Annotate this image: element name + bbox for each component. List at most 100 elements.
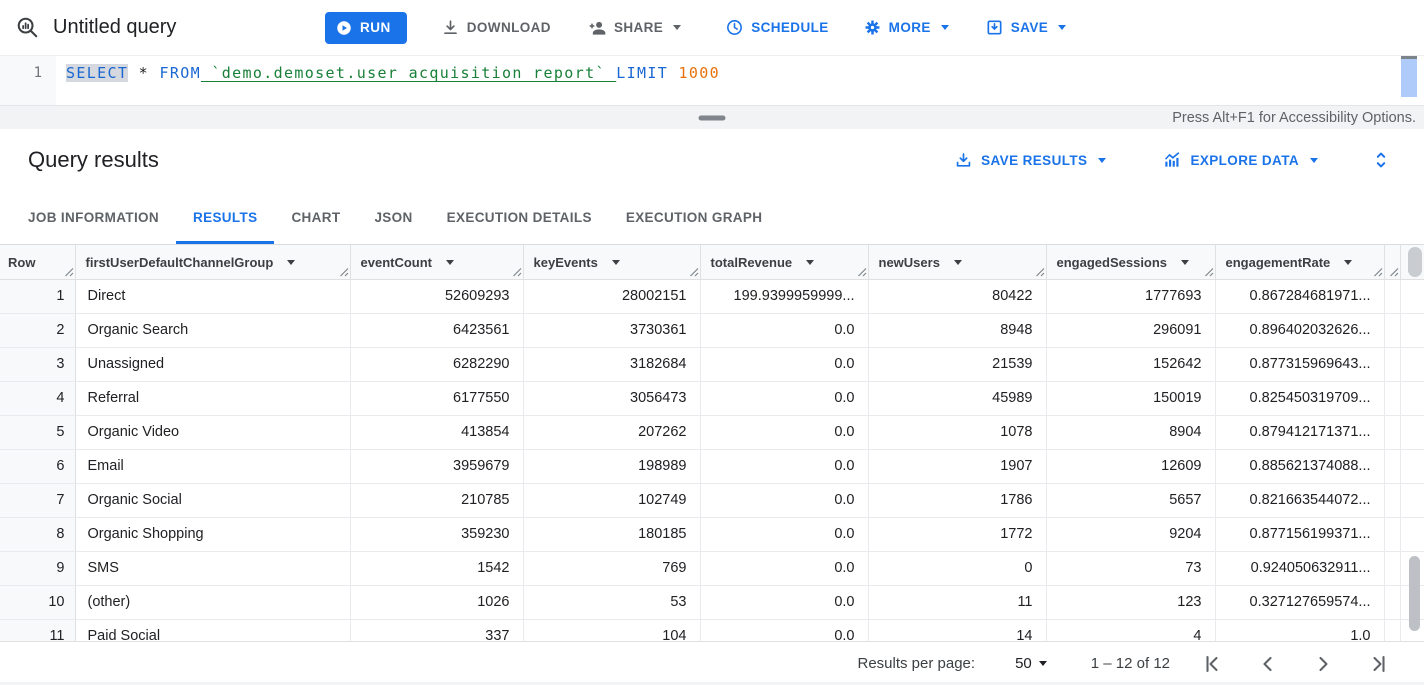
table-cell: 0.0 xyxy=(700,619,869,641)
table-cell-stub xyxy=(1384,551,1401,586)
table-cell: 1078 xyxy=(868,415,1047,450)
table-cell: Organic Search xyxy=(75,313,351,348)
table-cell: 1786 xyxy=(868,483,1047,518)
table-cell-stub xyxy=(1384,619,1401,641)
column-header-newUsers[interactable]: newUsers xyxy=(868,245,1047,280)
column-label: firstUserDefaultChannelGroup xyxy=(85,254,274,270)
table-cell: 199.9399959999... xyxy=(700,279,869,314)
schedule-button-label: SCHEDULE xyxy=(751,20,829,35)
table-cell-stub xyxy=(1384,483,1401,518)
more-button[interactable]: MORE xyxy=(863,10,949,46)
panel-resize-handle[interactable] xyxy=(698,115,726,120)
editor-scrollbar-thumb[interactable] xyxy=(1401,59,1417,97)
column-resize-handle-icon[interactable] xyxy=(857,267,867,277)
previous-page-button[interactable] xyxy=(1256,652,1280,676)
table-cell: Paid Social xyxy=(75,619,351,641)
table-cell: 0.0 xyxy=(700,483,869,518)
share-button[interactable]: SHARE xyxy=(587,10,682,46)
tab-execution-graph[interactable]: EXECUTION GRAPH xyxy=(625,210,763,225)
schedule-button[interactable]: SCHEDULE xyxy=(725,10,828,46)
explore-data-button[interactable]: EXPLORE DATA xyxy=(1162,150,1318,170)
table-cell: 0.821663544072... xyxy=(1215,483,1385,518)
column-menu-caret-icon xyxy=(446,259,454,265)
tab-json[interactable]: JSON xyxy=(374,210,413,225)
table-cell: 0.0 xyxy=(700,517,869,552)
gear-icon xyxy=(863,18,882,37)
tab-chart[interactable]: CHART xyxy=(291,210,341,225)
line-number: 1 xyxy=(33,65,42,81)
row-number-cell: 6 xyxy=(0,449,76,484)
table-cell: 9204 xyxy=(1046,517,1216,552)
splitter-bar: Press Alt+F1 for Accessibility Options. xyxy=(0,105,1424,129)
column-header-totalRevenue[interactable]: totalRevenue xyxy=(700,245,869,280)
column-header-firstUserDefaultChannelGroup[interactable]: firstUserDefaultChannelGroup xyxy=(75,245,351,280)
column-resize-handle-icon[interactable] xyxy=(1204,267,1214,277)
tab-execution-details[interactable]: EXECUTION DETAILS xyxy=(446,210,592,225)
first-page-button[interactable] xyxy=(1201,652,1225,676)
column-resize-handle-icon[interactable] xyxy=(689,267,699,277)
column-label: newUsers xyxy=(878,254,940,270)
next-page-button[interactable] xyxy=(1311,652,1335,676)
table-cell: 3959679 xyxy=(350,449,524,484)
table-cell: 53 xyxy=(523,585,701,620)
table-cell-filler xyxy=(1400,347,1424,382)
table-cell-filler xyxy=(1400,313,1424,348)
row-number-cell: 10 xyxy=(0,585,76,620)
column-header-eventCount[interactable]: eventCount xyxy=(350,245,524,280)
column-label: totalRevenue xyxy=(710,254,793,270)
table-cell: 0.877156199371... xyxy=(1215,517,1385,552)
expand-results-button[interactable] xyxy=(1370,149,1392,171)
table-cell: Referral xyxy=(75,381,351,416)
table-cell: 8904 xyxy=(1046,415,1216,450)
download-button[interactable]: DOWNLOAD xyxy=(441,10,551,46)
table-cell: 1.0 xyxy=(1215,619,1385,641)
column-header-engagementRate[interactable]: engagementRate xyxy=(1215,245,1385,280)
page-size-select[interactable]: 50 xyxy=(1015,655,1047,672)
column-resize-handle-icon[interactable] xyxy=(1035,267,1045,277)
window-bottom-strip xyxy=(0,682,1424,685)
save-button[interactable]: SAVE xyxy=(985,10,1067,46)
last-page-button[interactable] xyxy=(1366,652,1390,676)
sql-keyword-from: FROM xyxy=(159,64,201,82)
column-resize-handle-icon[interactable] xyxy=(512,267,522,277)
column-resize-handle-icon[interactable] xyxy=(339,267,349,277)
sql-star: * xyxy=(128,64,160,82)
tab-job-information[interactable]: JOB INFORMATION xyxy=(28,210,159,225)
column-resize-handle-icon[interactable] xyxy=(1373,267,1383,277)
table-cell: 123 xyxy=(1046,585,1216,620)
query-magnifier-icon xyxy=(14,14,41,41)
table-scrollbar-top-thumb[interactable] xyxy=(1408,247,1422,277)
table-cell: 413854 xyxy=(350,415,524,450)
table-cell: 0.0 xyxy=(700,551,869,586)
table-cell-filler xyxy=(1400,517,1424,552)
column-label: keyEvents xyxy=(533,254,598,270)
sql-editor[interactable]: 1 SELECT * FROM `demo.demoset.user_acqui… xyxy=(0,55,1424,105)
column-resize-handle-icon[interactable] xyxy=(1389,267,1399,277)
download-button-label: DOWNLOAD xyxy=(466,20,551,35)
table-cell: 11 xyxy=(868,585,1047,620)
column-menu-caret-icon xyxy=(1181,259,1190,265)
table-cell: 296091 xyxy=(1046,313,1216,348)
column-header-keyEvents[interactable]: keyEvents xyxy=(523,245,701,280)
tab-results[interactable]: RESULTS xyxy=(176,191,275,244)
row-number-cell: 3 xyxy=(0,347,76,382)
save-results-button[interactable]: SAVE RESULTS xyxy=(954,151,1107,170)
table-scrollbar-thumb[interactable] xyxy=(1409,556,1420,631)
table-cell: (other) xyxy=(75,585,351,620)
column-label: engagedSessions xyxy=(1056,254,1168,270)
table-cell: 0.0 xyxy=(700,415,869,450)
explore-data-label: EXPLORE DATA xyxy=(1190,152,1299,168)
sql-table-reference: `demo.demoset.user_acquisition_report` xyxy=(200,64,617,82)
clock-icon xyxy=(725,18,744,37)
editor-overview-ruler xyxy=(1401,56,1417,59)
run-button[interactable]: RUN xyxy=(325,11,407,44)
table-cell: 3730361 xyxy=(523,313,701,348)
column-header-engagedSessions[interactable]: engagedSessions xyxy=(1046,245,1216,280)
previous-page-icon xyxy=(1256,652,1280,676)
table-cell-filler xyxy=(1400,483,1424,518)
table-cell: 198989 xyxy=(523,449,701,484)
sql-code-line[interactable]: SELECT * FROM `demo.demoset.user_acquisi… xyxy=(56,56,720,105)
column-resize-handle-icon[interactable] xyxy=(64,267,74,277)
table-cell: 0.825450319709... xyxy=(1215,381,1385,416)
table-cell-stub xyxy=(1384,279,1401,314)
